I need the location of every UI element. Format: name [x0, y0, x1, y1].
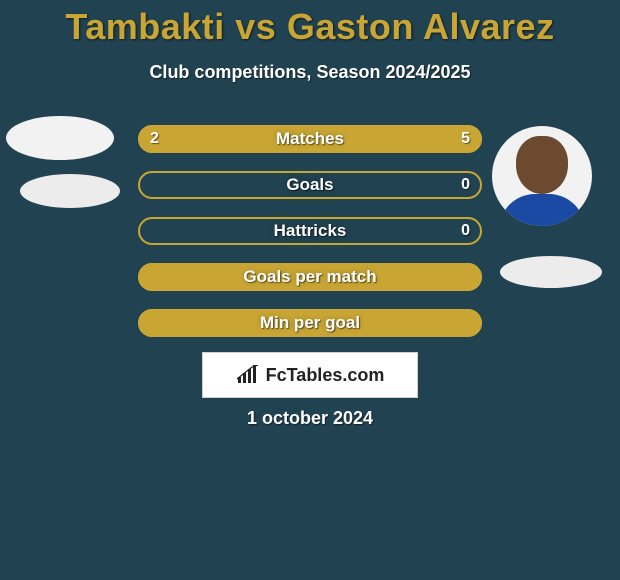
logo-box: FcTables.com [202, 352, 418, 398]
stat-row: Hattricks0 [138, 217, 482, 245]
logo-text: FcTables.com [266, 365, 385, 386]
bar-label: Hattricks [138, 217, 482, 245]
bar-value-left: 2 [150, 125, 159, 153]
stat-bars: Matches25Goals0Hattricks0Goals per match… [138, 125, 482, 355]
date-text: 1 october 2024 [0, 408, 620, 429]
stat-row: Matches2 5 [138, 125, 482, 153]
avatar-jersey [499, 194, 585, 226]
subtitle: Club competitions, Season 2024/2025 [0, 62, 620, 83]
chart-icon [236, 365, 260, 385]
stat-row: Goals per match [138, 263, 482, 291]
player-right-avatar [492, 126, 592, 226]
bar-value-right: 0 [461, 171, 470, 199]
bar-value-right: 5 [461, 125, 470, 153]
bar-label: Goals per match [138, 263, 482, 291]
bar-label: Matches [138, 125, 482, 153]
bar-value-right: 0 [461, 217, 470, 245]
stat-row: Min per goal [138, 309, 482, 337]
player-left-placeholder [6, 116, 114, 160]
page-title: Tambakti vs Gaston Alvarez [0, 0, 620, 48]
avatar-head [516, 136, 568, 194]
player-right-placeholder [500, 256, 602, 288]
bar-label: Min per goal [138, 309, 482, 337]
stat-row: Goals0 [138, 171, 482, 199]
bar-label: Goals [138, 171, 482, 199]
player-left-placeholder-2 [20, 174, 120, 208]
